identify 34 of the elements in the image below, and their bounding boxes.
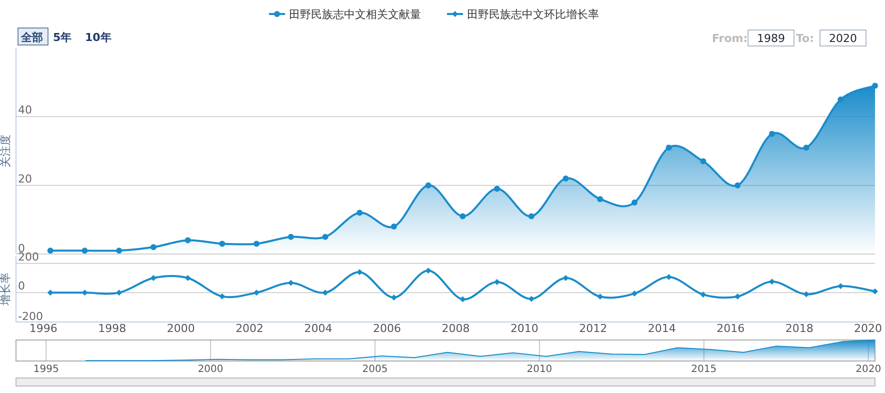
x-tick-label: 2010	[526, 364, 552, 375]
x-tick-label: 2014	[648, 322, 676, 335]
y-axis-title: 关注度	[0, 134, 12, 168]
x-tick-label: 2000	[166, 322, 195, 335]
x-tick-label: 2002	[236, 322, 264, 335]
x-tick-label: 2008	[442, 322, 470, 335]
x-tick-label: 2020	[854, 322, 882, 335]
x-tick-label: 2000	[198, 364, 224, 375]
x-tick-label: 2010	[510, 322, 538, 335]
y-tick-label: 20	[18, 172, 32, 186]
text: 全部	[20, 31, 43, 44]
text: From:	[712, 32, 748, 45]
x-tick-label: 2016	[716, 322, 745, 335]
x-tick-label: 2005	[362, 364, 388, 375]
legend-label: 田野民族志中文相关文献量	[289, 8, 421, 21]
text: 2020	[829, 32, 857, 45]
text: 5年	[53, 31, 72, 44]
text: 1989	[757, 32, 785, 45]
x-tick-label: 2006	[373, 322, 402, 335]
x-tick-label: 1996	[29, 322, 58, 335]
text: To:	[796, 32, 814, 45]
y-tick-label: 40	[18, 104, 32, 117]
x-tick-label: 2012	[579, 322, 608, 335]
x-tick-label: 1998	[98, 322, 126, 335]
y-tick-label: 0	[18, 280, 25, 293]
x-tick-label: 2015	[691, 364, 717, 375]
y-tick-label: -200	[18, 310, 43, 323]
x-tick-label: 2004	[304, 322, 332, 335]
text: 10年	[85, 31, 112, 44]
legend-label: 田野民族志中文环比增长率	[467, 8, 599, 21]
x-tick-label: 1995	[33, 364, 59, 375]
y-axis-title: 增长率	[0, 272, 12, 306]
x-tick-label: 2020	[856, 364, 882, 375]
x-tick-label: 2018	[785, 322, 814, 335]
